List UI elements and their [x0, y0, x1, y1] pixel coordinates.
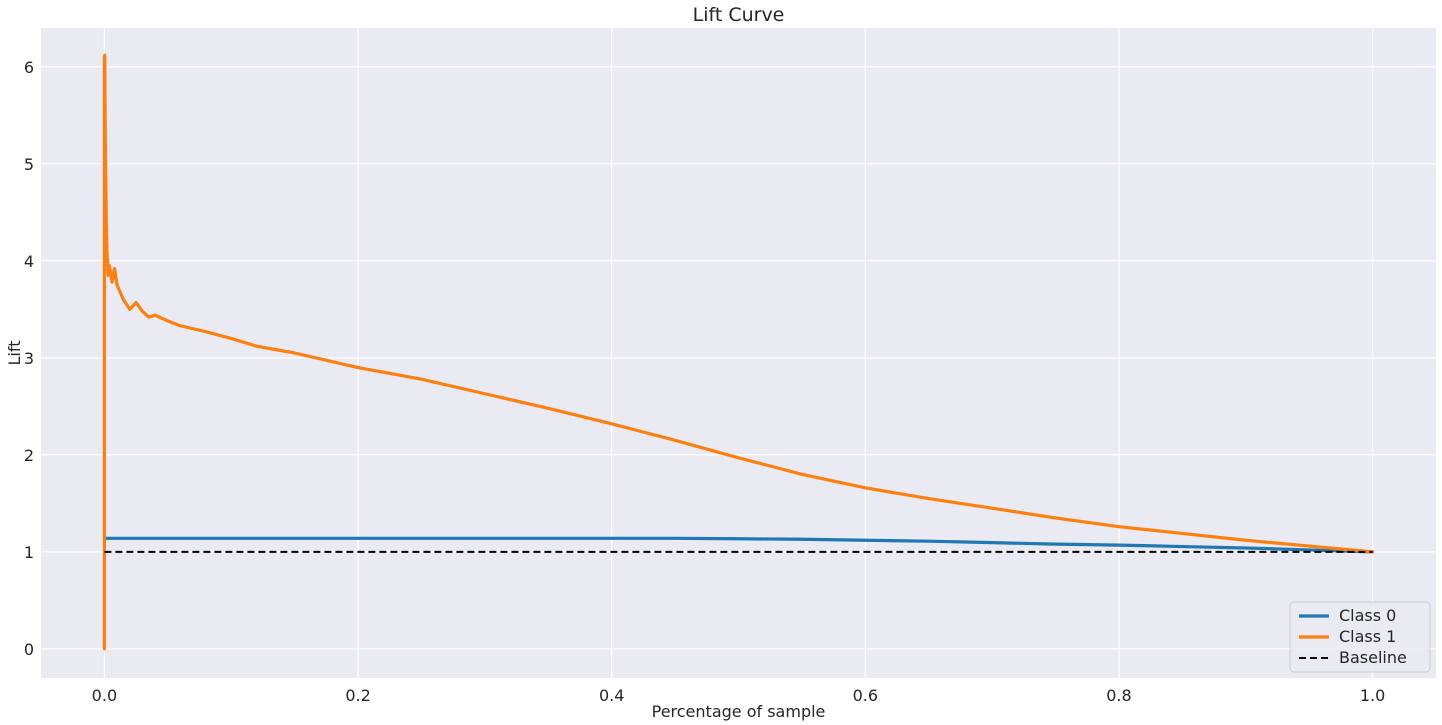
- legend-label: Baseline: [1339, 648, 1407, 667]
- y-tick-labels: 0 1 2 3 4 5 6: [24, 58, 34, 659]
- plot-area: [41, 28, 1436, 678]
- x-tick-labels: 0.0 0.2 0.4 0.6 0.8 1.0: [92, 686, 1386, 705]
- y-tick-label: 5: [24, 155, 34, 174]
- x-tick-label: 0.2: [345, 686, 370, 705]
- y-tick-label: 6: [24, 58, 34, 77]
- legend-label: Class 1: [1339, 627, 1396, 646]
- legend-label: Class 0: [1339, 606, 1396, 625]
- x-tick-label: 0.8: [1106, 686, 1131, 705]
- y-tick-label: 1: [24, 543, 34, 562]
- y-tick-label: 4: [24, 252, 34, 271]
- chart-title: Lift Curve: [693, 4, 785, 26]
- x-tick-label: 0.6: [853, 686, 878, 705]
- y-tick-label: 3: [24, 349, 34, 368]
- x-tick-label: 0.0: [92, 686, 117, 705]
- grid-lines: [41, 28, 1436, 678]
- y-tick-label: 2: [24, 446, 34, 465]
- y-axis-label: Lift: [5, 341, 24, 366]
- series-line-class-0: [102, 536, 1375, 554]
- series-line-class-1: [102, 53, 1375, 651]
- x-tick-label: 0.4: [599, 686, 624, 705]
- legend-box: [1289, 601, 1431, 673]
- x-axis-label: Percentage of sample: [652, 702, 826, 721]
- x-tick-label: 1.0: [1360, 686, 1385, 705]
- y-tick-label: 0: [24, 640, 34, 659]
- legend: Class 0 Class 1 Baseline: [1289, 601, 1431, 673]
- series-layer: [102, 53, 1375, 651]
